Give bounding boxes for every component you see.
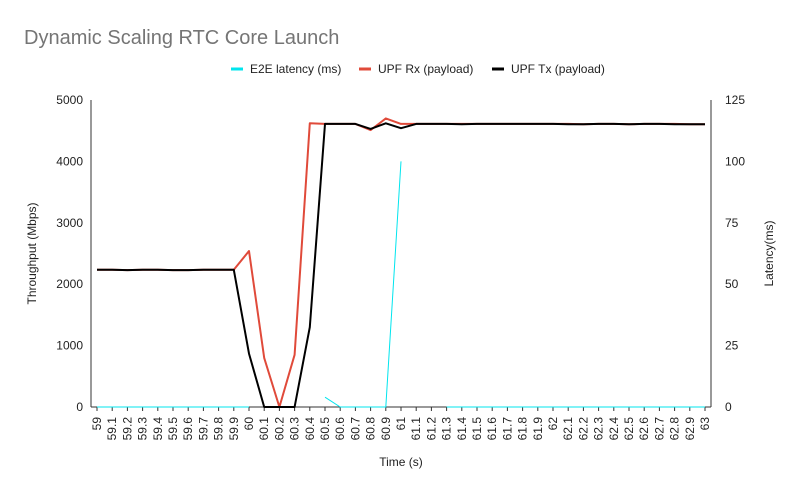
x-tick-label: 61.6 [485, 417, 499, 441]
y-axis-right: 0 25 50 75 100 125 [725, 93, 745, 414]
y-tick-label: 1000 [56, 339, 83, 353]
y-tick-label: 3000 [56, 216, 83, 230]
y-tick-label: 2000 [56, 277, 83, 291]
x-tick-label: 61.8 [516, 417, 530, 441]
y2-tick-label: 75 [725, 216, 739, 230]
x-tick-label: 62.7 [652, 417, 666, 441]
series-line [97, 122, 705, 408]
x-tick-label: 62.4 [607, 417, 621, 441]
legend-label: E2E latency (ms) [250, 62, 341, 76]
x-tick-label: 62.3 [592, 417, 606, 441]
x-tick-label: 59.2 [120, 417, 134, 441]
x-tick-label: 60.8 [364, 417, 378, 441]
y2-tick-label: 0 [725, 400, 732, 414]
x-tick-label: 59.1 [105, 417, 119, 441]
x-tick-label: 62.5 [622, 417, 636, 441]
x-tick-label: 59 [90, 417, 104, 431]
y-axis-right-title: Latency(ms) [762, 220, 776, 286]
x-tick-label: 61.5 [470, 417, 484, 441]
x-tick-label: 62 [546, 417, 560, 431]
x-tick-label: 59.8 [212, 417, 226, 441]
x-tick-label: 62.1 [561, 417, 575, 441]
x-tick-label: 61 [394, 417, 408, 431]
y2-tick-label: 125 [725, 93, 745, 107]
legend-label: UPF Tx (payload) [511, 62, 605, 76]
y-tick-label: 0 [76, 400, 83, 414]
y-axis-left: 0 1000 2000 3000 4000 5000 [56, 93, 83, 414]
x-tick-label: 62.9 [683, 417, 697, 441]
x-tick-label: 61.4 [455, 417, 469, 441]
legend-label: UPF Rx (payload) [378, 62, 473, 76]
x-tick-label: 62.8 [668, 417, 682, 441]
y-tick-label: 5000 [56, 93, 83, 107]
y2-tick-label: 25 [725, 339, 739, 353]
x-axis: 59 59.1 59.2 59.3 59.4 59.5 59.6 59.7 59.8 59.9 60… [90, 407, 712, 440]
y2-tick-label: 100 [725, 154, 745, 168]
x-tick-label: 63 [698, 417, 712, 431]
x-tick-label: 60.4 [303, 417, 317, 441]
y-tick-label: 4000 [56, 154, 83, 168]
x-tick-label: 59.6 [181, 417, 195, 441]
legend: E2E latency (ms) UPF Rx (payload) UPF Tx (… [231, 62, 605, 76]
x-tick-label: 61.7 [500, 417, 514, 441]
x-tick-label: 59.5 [166, 417, 180, 441]
x-tick-label: 60.2 [272, 417, 286, 441]
series-line [324, 161, 402, 408]
y-axis-left-title: Throughput (Mbps) [25, 202, 39, 304]
x-tick-label: 59.3 [136, 417, 150, 441]
x-tick-label: 60 [242, 417, 256, 431]
x-tick-label: 60.6 [333, 417, 347, 441]
x-tick-label: 61.2 [424, 417, 438, 441]
x-tick-label: 62.2 [576, 417, 590, 441]
series-layer [97, 117, 705, 408]
x-tick-label: 61.1 [409, 417, 423, 441]
x-tick-label: 59.4 [151, 417, 165, 441]
x-tick-label: 59.7 [196, 417, 210, 441]
y2-tick-label: 50 [725, 277, 739, 291]
x-tick-label: 60.7 [348, 417, 362, 441]
x-tick-label: 62.6 [637, 417, 651, 441]
x-tick-label: 60.5 [318, 417, 332, 441]
x-tick-label: 60.3 [288, 417, 302, 441]
x-tick-label: 60.9 [379, 417, 393, 441]
chart-title: Dynamic Scaling RTC Core Launch [24, 27, 339, 49]
x-tick-label: 61.9 [531, 417, 545, 441]
x-tick-label: 60.1 [257, 417, 271, 441]
x-tick-label: 59.9 [227, 417, 241, 441]
x-axis-title: Time (s) [379, 455, 423, 469]
x-tick-label: 61.3 [440, 417, 454, 441]
